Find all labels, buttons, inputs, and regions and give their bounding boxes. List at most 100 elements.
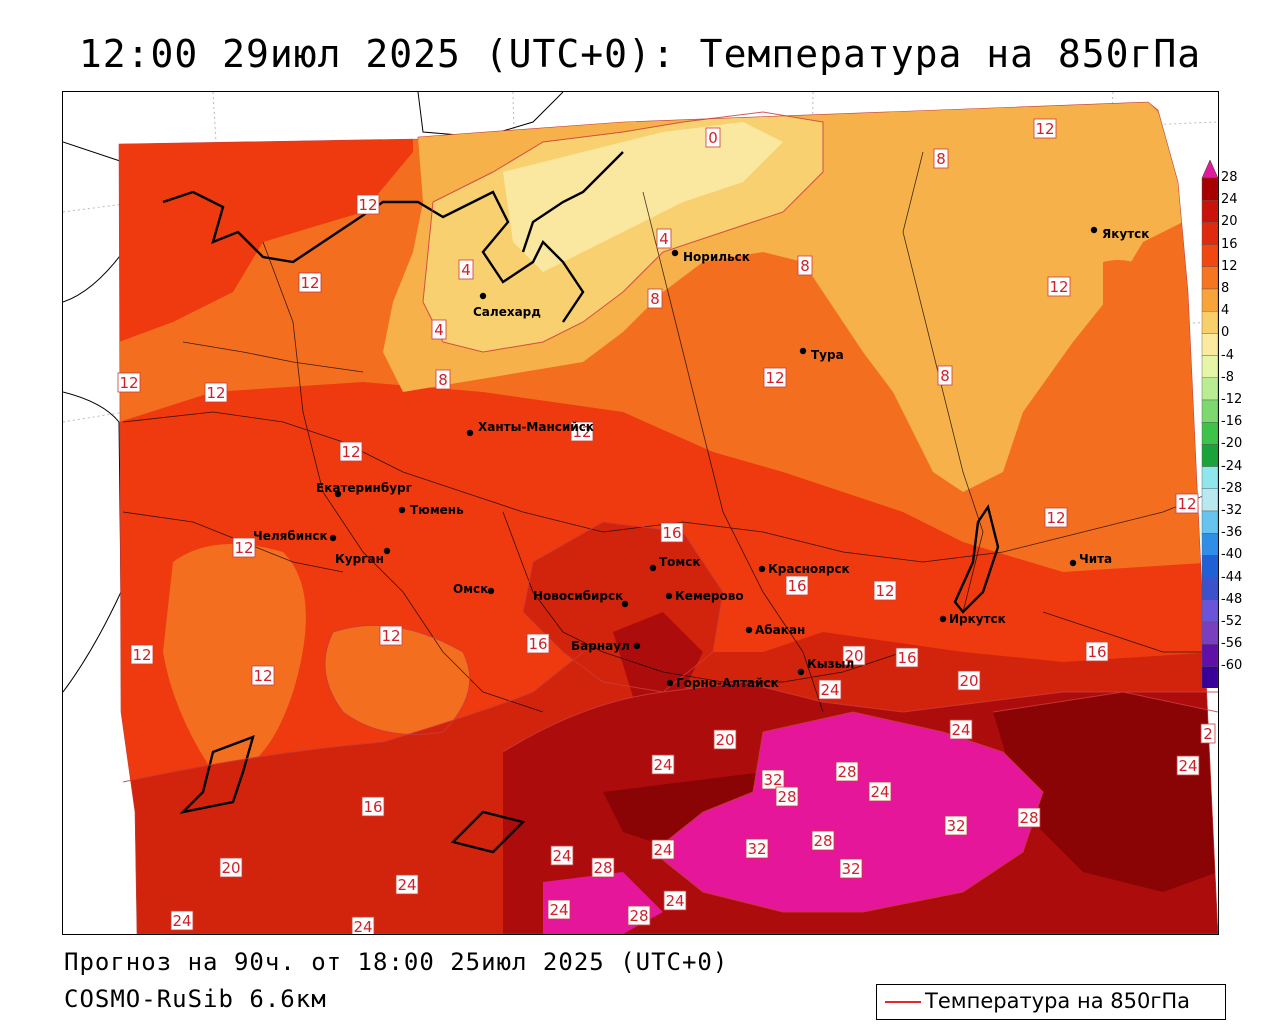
isotherm-label: 24 <box>651 754 675 775</box>
scale-swatch <box>1201 200 1219 223</box>
svg-text:24: 24 <box>653 841 672 859</box>
scale-swatch <box>1201 288 1219 312</box>
isotherm-label: 8 <box>647 288 663 309</box>
city-marker <box>466 429 474 437</box>
svg-text:12: 12 <box>358 196 377 214</box>
scale-swatch <box>1201 177 1219 201</box>
svg-text:28: 28 <box>593 859 612 877</box>
svg-text:24: 24 <box>172 912 191 930</box>
svg-text:12: 12 <box>572 423 591 441</box>
scale-label: -8 <box>1221 369 1234 385</box>
city-marker <box>797 668 805 676</box>
isotherm-label: 28 <box>591 857 615 878</box>
city-label: Курган <box>335 552 384 566</box>
scale-label: 0 <box>1221 325 1230 341</box>
scale-label: -4 <box>1221 347 1234 363</box>
isotherm-label: 24 <box>651 839 675 860</box>
isotherm-label: 16 <box>895 647 919 668</box>
svg-text:24: 24 <box>951 721 970 739</box>
legend-line-swatch <box>885 1001 921 1003</box>
isotherm-label: 12 <box>339 441 363 462</box>
isotherm-label: 20 <box>957 670 981 691</box>
city-marker <box>398 506 406 514</box>
isotherm-label: 8 <box>937 365 953 386</box>
svg-text:32: 32 <box>946 817 965 835</box>
temperature-field <box>119 102 1218 934</box>
city-marker <box>758 565 766 573</box>
city-marker <box>799 347 807 355</box>
city-marker <box>1090 226 1098 234</box>
isotherm-label: 28 <box>811 830 835 851</box>
isotherm-label: 12 <box>1033 118 1057 139</box>
scale-label: 8 <box>1221 281 1230 296</box>
scale-swatch <box>1201 266 1219 290</box>
city-marker <box>479 292 487 300</box>
isotherm-label: 4 <box>458 259 474 280</box>
svg-text:32: 32 <box>841 860 860 878</box>
color-scale: 28 24 20 16 12 8 4 0 -4 -8 -12 -16 -20 -24 -28 -32 -36 -4… <box>1200 158 1280 688</box>
scale-swatch <box>1201 666 1219 688</box>
city-label: Ханты-Мансийск <box>478 420 594 434</box>
svg-text:12: 12 <box>1035 120 1054 138</box>
svg-text:12: 12 <box>765 369 784 387</box>
scale-label: -60 <box>1221 658 1243 674</box>
isotherm-label: 32 <box>745 838 769 859</box>
city-label: Тюмень <box>410 503 464 517</box>
svg-text:20: 20 <box>715 731 734 749</box>
svg-text:4: 4 <box>659 230 669 248</box>
svg-text:16: 16 <box>1087 643 1106 661</box>
scale-label: -40 <box>1221 547 1243 563</box>
svg-text:12: 12 <box>1049 278 1068 296</box>
isotherm-label: 2 <box>1200 723 1216 744</box>
scale-label: -44 <box>1221 569 1243 585</box>
svg-text:24: 24 <box>552 847 571 865</box>
svg-text:32: 32 <box>747 840 766 858</box>
scale-label: -56 <box>1221 636 1243 652</box>
scale-label: -16 <box>1221 414 1243 430</box>
band-12-16 <box>325 625 470 735</box>
svg-text:28: 28 <box>1019 809 1038 827</box>
svg-text:20: 20 <box>844 647 863 665</box>
isotherm-label: 32 <box>839 858 863 879</box>
city-marker <box>666 679 674 687</box>
city-marker <box>939 615 947 623</box>
scale-label: 12 <box>1221 258 1238 274</box>
svg-text:8: 8 <box>936 150 946 168</box>
city-label: Красноярск <box>768 562 850 576</box>
isotherm-label: 16 <box>785 575 809 596</box>
city-label: Тура <box>811 348 844 362</box>
isotherm-label: 24 <box>395 874 419 895</box>
city-marker <box>621 600 629 608</box>
isotherm-label: 16 <box>361 796 385 817</box>
scale-label: -32 <box>1221 503 1243 518</box>
isotherm-label: 12 <box>1175 493 1199 514</box>
isotherm-label: 24 <box>170 910 194 931</box>
city-marker <box>665 592 673 600</box>
svg-text:4: 4 <box>434 321 444 339</box>
isotherm-label: 32 <box>944 815 968 836</box>
svg-text:4: 4 <box>461 261 471 279</box>
city-label: Екатеринбург <box>316 481 412 495</box>
band-ge-32 <box>653 712 1043 912</box>
isotherm-label: 12 <box>379 625 403 646</box>
isotherm-label: 12 <box>232 537 256 558</box>
legend: Температура на 850гПа <box>876 984 1226 1020</box>
scale-swatch <box>1201 555 1219 578</box>
svg-text:24: 24 <box>665 892 684 910</box>
svg-text:24: 24 <box>653 756 672 774</box>
model-domain-edge <box>118 101 1218 934</box>
isotherm-label: 28 <box>835 761 859 782</box>
band-28-32 <box>993 692 1218 892</box>
city-label: Салехард <box>473 305 541 319</box>
scale-swatch <box>1201 533 1219 556</box>
city-marker <box>383 547 391 555</box>
isotherm-label: 12 <box>130 644 154 665</box>
svg-text:16: 16 <box>787 577 806 595</box>
city-label: Барнаул <box>571 639 630 653</box>
scale-swatch <box>1201 444 1219 467</box>
svg-text:12: 12 <box>206 384 225 402</box>
forecast-info: Прогноз на 90ч. от 18:00 25июл 2025 (UTC… <box>64 948 729 976</box>
scale-swatch <box>1201 422 1219 445</box>
scale-top-arrow <box>1201 159 1219 179</box>
city-label: Абакан <box>755 623 805 637</box>
